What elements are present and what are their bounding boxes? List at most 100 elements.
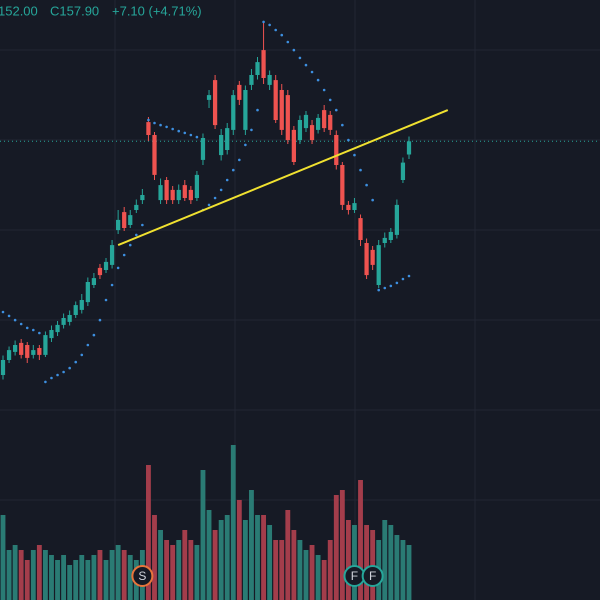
candle-body [285, 95, 290, 141]
candle-body [79, 300, 84, 310]
sar-dot [395, 281, 399, 285]
sar-dot [298, 56, 302, 60]
event-label: F [369, 569, 376, 583]
volume-bar [79, 555, 85, 600]
sar-dot [238, 158, 241, 162]
volume-bar [67, 565, 73, 600]
candle-body [206, 95, 212, 100]
price-pane [0, 20, 600, 384]
sar-dot [86, 343, 90, 347]
candle-body [237, 84, 242, 100]
volume-bar [236, 500, 242, 600]
sar-dot [322, 88, 326, 92]
volume-bar [297, 540, 303, 600]
candle-body [128, 215, 133, 225]
volume-bar [327, 540, 333, 600]
candle-body [146, 122, 151, 135]
volume-bar [321, 560, 327, 600]
candle-body [279, 90, 284, 130]
sar-dot [171, 127, 174, 131]
candle-body [376, 245, 381, 285]
candle-body [352, 203, 357, 210]
event-marker [361, 565, 384, 587]
candle-body [37, 348, 42, 355]
candle-body [67, 315, 72, 322]
sar-dot [359, 168, 362, 172]
volume-bar [333, 495, 339, 600]
sar-dot [122, 253, 126, 257]
candle-body [164, 180, 169, 201]
volume-bar [291, 530, 297, 600]
candle-body [243, 90, 248, 130]
candle-body [328, 114, 333, 130]
candle-body [225, 128, 230, 150]
sar-dot [165, 125, 168, 129]
volume-bar [388, 525, 394, 600]
candle-body [303, 114, 309, 129]
volume-bar [382, 520, 388, 600]
sar-dot [383, 286, 387, 290]
sar-dot [44, 380, 47, 384]
sar-dot [183, 131, 187, 135]
volume-bar [188, 540, 194, 600]
volume-bar [18, 550, 24, 600]
volume-bar [364, 525, 370, 600]
volume-bar [0, 515, 6, 600]
sar-dot [213, 196, 217, 200]
candle-body [97, 267, 103, 276]
candle-body [6, 350, 12, 360]
sar-dot [310, 70, 314, 74]
sar-dot [62, 370, 65, 374]
trendline [117, 109, 449, 247]
sar-dot [347, 138, 350, 142]
volume-bar [200, 470, 206, 600]
volume-bar [73, 560, 79, 600]
volume-bar [212, 530, 218, 600]
volume-bar [249, 490, 254, 600]
sar-dot [159, 123, 162, 127]
volume-bar [12, 545, 18, 600]
candle-body [400, 162, 406, 180]
volume-bar [61, 555, 67, 600]
sar-dot [141, 223, 144, 227]
volume-bar [352, 525, 357, 600]
candle-body [188, 189, 193, 201]
candle-body [291, 129, 296, 162]
sar-dot [365, 183, 368, 187]
candle-body [0, 360, 6, 375]
candle-body [231, 95, 236, 130]
volume-bar [6, 550, 12, 600]
candle-body [309, 125, 315, 141]
candle-body [31, 350, 36, 355]
candle-body [194, 174, 200, 198]
volume-bar [242, 520, 248, 600]
volume-bar [115, 545, 121, 600]
volume-bar [406, 545, 412, 600]
candle-body [322, 110, 327, 129]
sar-dot [38, 331, 41, 335]
event-marker [131, 565, 154, 587]
volume-bar [285, 510, 291, 600]
candle-body [212, 80, 218, 126]
sar-dot [135, 233, 138, 237]
volume-bar [109, 550, 115, 600]
sar-dot [195, 135, 199, 139]
volume-bar [206, 510, 212, 600]
volume-bar [146, 465, 151, 600]
header-close: C157.90 [50, 3, 99, 18]
candle-body [176, 189, 181, 201]
candle-body [273, 80, 278, 120]
sar-dot [244, 143, 247, 147]
volume-bar [261, 515, 266, 600]
volume-bar [255, 515, 260, 600]
volume-bar [315, 555, 321, 600]
candle-body [55, 324, 60, 333]
candle-body [19, 342, 24, 355]
candle-body [340, 165, 345, 205]
volume-bar [36, 545, 42, 600]
header-change: +7.10 (+4.71%) [112, 3, 202, 18]
volume-bar [152, 515, 157, 600]
sar-dot [80, 353, 84, 357]
candle-body [49, 330, 54, 339]
sar-dot [256, 108, 259, 112]
